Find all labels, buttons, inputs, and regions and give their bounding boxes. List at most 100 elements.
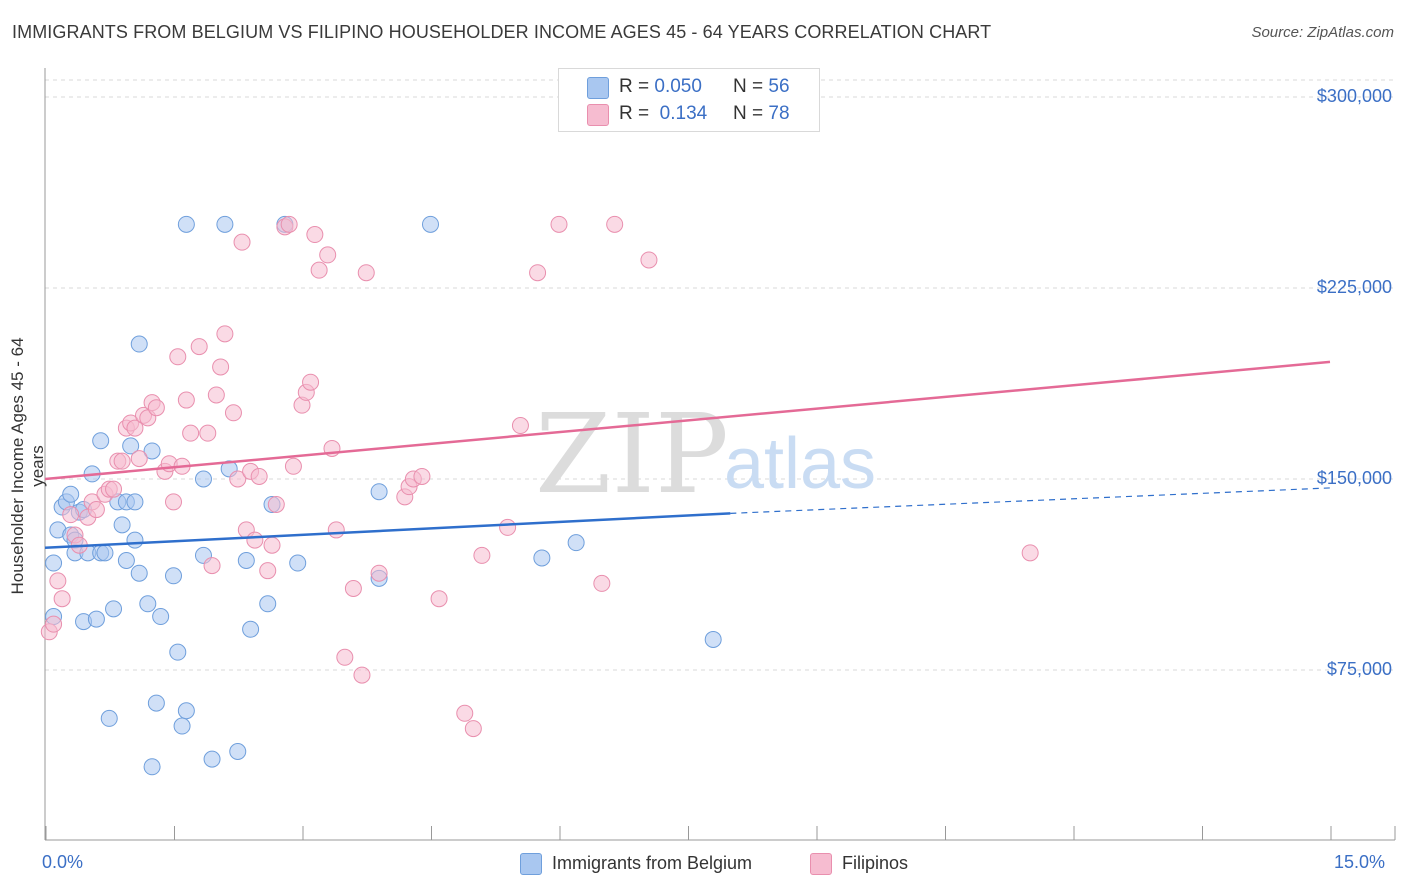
n-label: N = xyxy=(733,76,764,97)
belgium-point xyxy=(237,551,255,569)
filipinos-point xyxy=(207,386,225,404)
belgium-point xyxy=(177,702,195,720)
chart-title: IMMIGRANTS FROM BELGIUM VS FILIPINO HOUS… xyxy=(12,22,992,42)
filipinos-point xyxy=(182,424,200,442)
belgium-point xyxy=(567,534,585,552)
filipinos-point xyxy=(212,358,230,376)
axes xyxy=(44,68,1396,841)
legend-label: Filipinos xyxy=(842,853,909,873)
belgium-point xyxy=(152,608,170,626)
filipinos-point xyxy=(113,452,131,470)
filipinos-point xyxy=(499,518,517,536)
belgium-point xyxy=(169,643,187,661)
filipinos-point xyxy=(216,325,234,343)
filipinos-point xyxy=(87,501,105,519)
belgium-point xyxy=(165,567,182,585)
filipinos-point xyxy=(126,419,144,437)
legend-swatch-pink xyxy=(587,104,609,126)
filipinos-point xyxy=(105,480,123,498)
filipinos-point xyxy=(357,264,375,282)
y-tick-label: $150,000 xyxy=(1316,468,1392,488)
belgium-point xyxy=(533,549,551,567)
legend-swatch-pink xyxy=(810,853,832,875)
belgium-point xyxy=(229,742,247,760)
belgium-point xyxy=(422,215,439,233)
filipinos-point xyxy=(224,404,242,422)
legend-label: Immigrants from Belgium xyxy=(552,853,753,873)
belgium-point xyxy=(203,750,221,768)
belgium-point xyxy=(130,564,148,582)
n-value: 56 xyxy=(768,76,790,97)
filipinos-point xyxy=(263,536,281,554)
filipinos-point xyxy=(199,424,217,442)
belgium-point xyxy=(259,595,277,613)
filipinos-point xyxy=(606,215,624,233)
belgium-trend-extension xyxy=(730,487,1331,514)
filipinos-point xyxy=(344,580,362,598)
belgium-point xyxy=(216,215,234,233)
belgium-point xyxy=(126,493,144,511)
belgium-point xyxy=(289,554,307,572)
n-value: 78 xyxy=(768,103,790,124)
filipinos-point xyxy=(319,246,337,264)
y-tick-label: $300,000 xyxy=(1316,86,1392,106)
filipinos-point xyxy=(473,546,491,564)
filipinos-point xyxy=(302,373,320,391)
filipinos-point xyxy=(165,493,182,511)
r-value: 0.134 xyxy=(659,103,708,124)
y-tick-label: $75,000 xyxy=(1326,659,1392,679)
belgium-point xyxy=(87,610,105,628)
r-label: R = xyxy=(619,103,650,124)
belgium-point xyxy=(113,516,131,534)
filipinos-point xyxy=(45,615,63,633)
x-tick-label-max: 15.0% xyxy=(1334,852,1386,872)
belgium-point xyxy=(45,554,63,572)
y-tick-label: $225,000 xyxy=(1316,277,1392,297)
filipinos-trend-line xyxy=(44,360,1331,481)
trend-lines xyxy=(44,360,1331,550)
filipinos-point xyxy=(550,215,568,233)
filipinos-point xyxy=(147,399,165,417)
belgium-point xyxy=(143,758,161,776)
belgium-point xyxy=(143,442,161,460)
watermark-atlas: atlas xyxy=(724,424,876,504)
belgium-point xyxy=(62,485,80,503)
watermark-zip: ZIP xyxy=(535,390,729,518)
filipinos-point xyxy=(177,391,195,409)
filipinos-point xyxy=(310,261,328,279)
belgium-point xyxy=(126,531,144,549)
filipinos-point xyxy=(353,666,371,684)
n-label: N = xyxy=(733,103,764,124)
filipinos-point xyxy=(53,590,71,608)
r-value: 0.050 xyxy=(654,76,702,97)
x-tick-label-min: 0.0% xyxy=(42,852,84,872)
filipinos-point xyxy=(456,704,474,722)
filipinos-point xyxy=(246,531,264,549)
filipinos-point xyxy=(1021,544,1039,562)
filipinos-point xyxy=(169,348,187,366)
filipinos-point xyxy=(229,470,247,488)
filipinos-point xyxy=(413,467,431,485)
y-axis-label: Householder Income Ages 45 - 64 years xyxy=(8,337,47,595)
filipinos-point xyxy=(370,564,388,582)
belgium-point xyxy=(92,432,110,450)
filipinos-point xyxy=(336,648,354,666)
filipinos-point xyxy=(529,264,547,282)
r-label: R = xyxy=(619,76,650,97)
filipinos-point xyxy=(430,590,448,608)
filipinos-point xyxy=(464,720,482,738)
belgium-point xyxy=(370,483,388,501)
filipinos-point xyxy=(593,574,611,592)
filipinos-point xyxy=(203,557,221,575)
filipinos-point xyxy=(306,226,324,244)
filipinos-point xyxy=(280,215,298,233)
legend-swatch-blue xyxy=(587,77,609,99)
belgium-point xyxy=(173,717,191,735)
belgium-point xyxy=(704,630,722,648)
source-label: Source: ZipAtlas.com xyxy=(1251,24,1394,41)
correlation-legend: R = 0.050 N = 56 R = 0.134 N = 78 xyxy=(558,68,820,132)
belgium-point xyxy=(194,470,212,488)
filipinos-point xyxy=(284,457,302,475)
filipinos-point xyxy=(259,562,277,580)
